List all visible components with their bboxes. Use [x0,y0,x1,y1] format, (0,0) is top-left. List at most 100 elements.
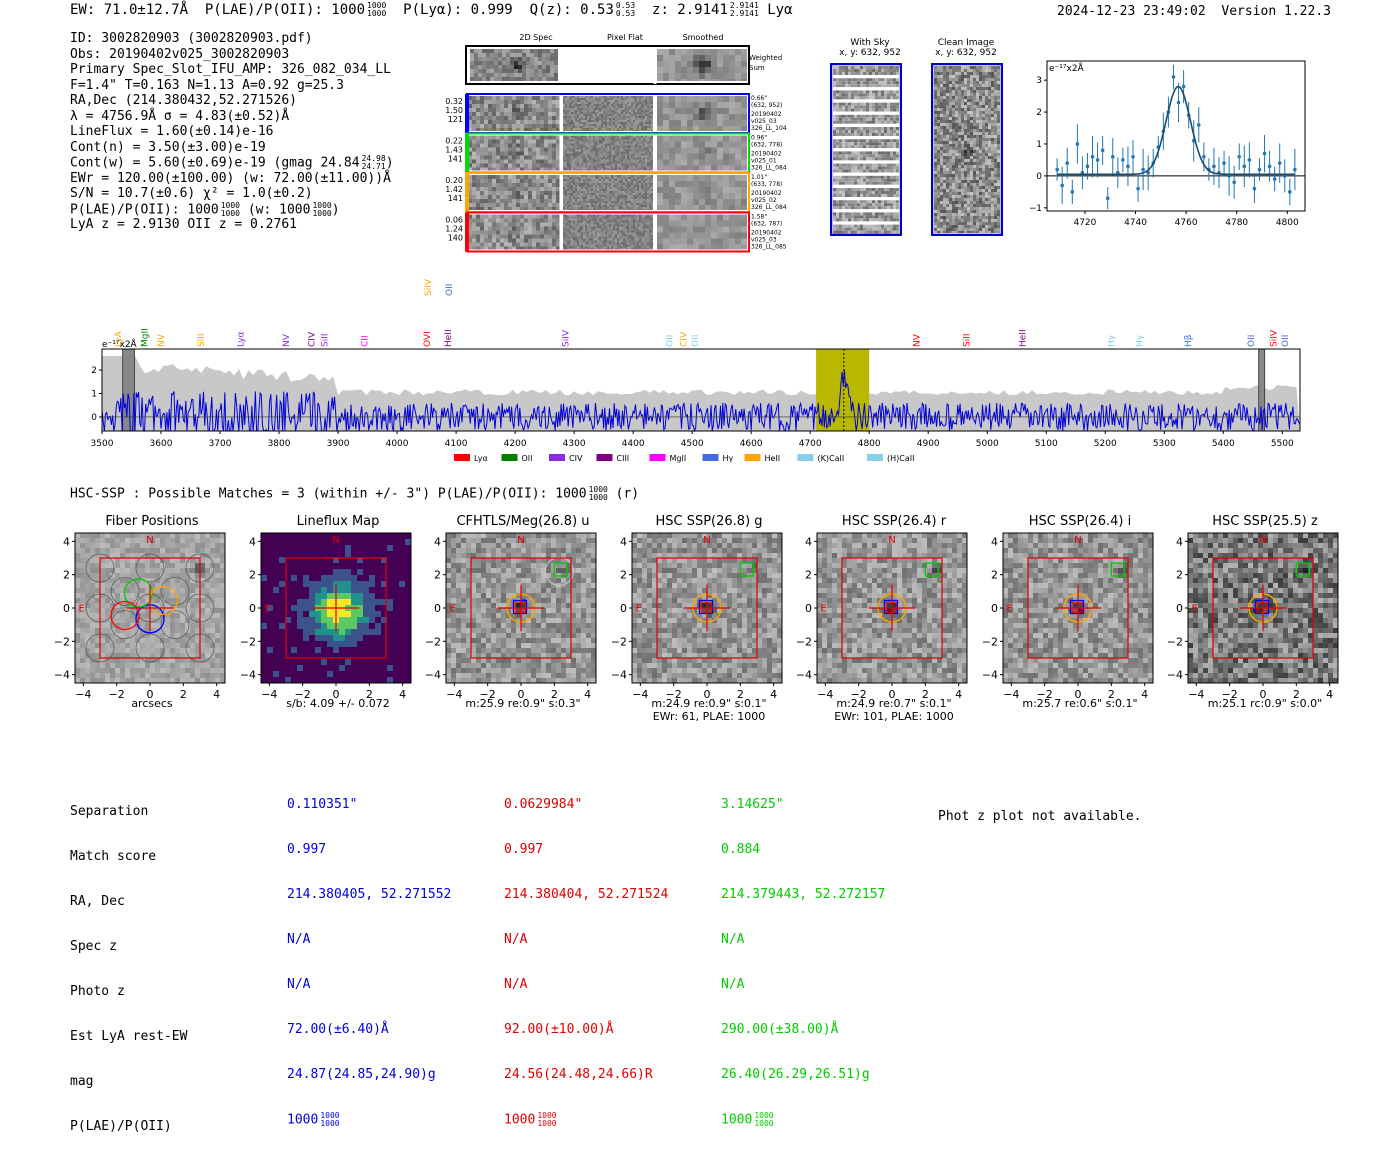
noise-pixel [609,130,611,131]
noise-pixel [875,72,878,75]
noise-pixel [577,217,579,219]
noise-pixel [498,49,502,53]
noise-pixel [548,187,552,191]
noise-pixel [599,215,601,217]
noise-pixel [563,243,565,245]
row-3-right-value: v025_03 [751,237,777,244]
noise-pixel [587,100,589,102]
noise-pixel [498,73,502,77]
noise-pixel [579,122,581,124]
noise-pixel [651,219,653,221]
noise-pixel [735,114,741,120]
noise-pixel [645,223,647,225]
noise-pixel [635,203,637,205]
noise-pixel [577,177,579,179]
noise-pixel [554,69,558,73]
noise-pixel [619,122,621,124]
noise-pixel [647,177,649,179]
noise-pixel [567,128,569,130]
noise-pixel [657,55,663,61]
noise-pixel [623,197,625,199]
noise-pixel [651,156,653,158]
noise-pixel [500,179,504,183]
noise-pixel [693,193,699,199]
noise-pixel [723,67,729,73]
noise-pixel [723,181,729,187]
noise-pixel [540,227,544,231]
noise-pixel [500,215,504,219]
noise-pixel [544,156,548,160]
noise-pixel [681,239,687,245]
noise-pixel [627,168,629,170]
noise-pixel [579,114,581,116]
noise-pixel [623,166,625,168]
noise-pixel [476,207,480,210]
noise-pixel [488,136,492,140]
noise-pixel [705,49,711,55]
noise-pixel [567,118,569,120]
noise-pixel [699,215,705,221]
noise-pixel [496,247,500,250]
noise-pixel [621,231,623,233]
noise-pixel [641,144,643,146]
noise-pixel [587,128,589,130]
noise-pixel [641,160,643,162]
noise-pixel [593,148,595,150]
noise-pixel [573,136,575,138]
noise-pixel [609,199,611,201]
noise-pixel [705,154,711,160]
noise-pixel [488,140,492,144]
with-sky-image [830,63,902,236]
noise-pixel [577,158,579,160]
noise-pixel [599,247,601,249]
noise-pixel [617,203,619,205]
noise-pixel [613,233,615,235]
noise-pixel [595,195,597,197]
noise-pixel [611,128,613,130]
noise-pixel [492,231,496,235]
noise-pixel [579,215,581,217]
noise-pixel [641,193,643,195]
noise-pixel [591,215,593,217]
noise-pixel [643,189,645,191]
noise-pixel [577,239,579,241]
noise-pixel [530,53,534,57]
noise-pixel [589,150,591,152]
noise-pixel [597,100,599,102]
noise-pixel [623,191,625,193]
noise-pixel [476,199,480,203]
noise-pixel [623,199,625,201]
noise-pixel [633,144,635,146]
noise-pixel [607,156,609,158]
noise-pixel [615,207,617,209]
noise-pixel [619,136,621,138]
noise-pixel [643,235,645,237]
noise-pixel [540,160,544,164]
noise-pixel [623,130,625,131]
noise-pixel [581,237,583,239]
noise-pixel [675,55,681,61]
noise-pixel [711,79,717,81]
noise-pixel [480,207,484,210]
noise-pixel [569,195,571,197]
noise-pixel [488,183,492,187]
noise-pixel [647,150,649,152]
noise-pixel [571,168,573,170]
noise-pixel [504,195,508,199]
noise-pixel [605,175,607,177]
noise-pixel [512,124,516,128]
noise-pixel [567,223,569,225]
noise-pixel [635,219,637,221]
noise-pixel [643,110,645,112]
noise-pixel [599,223,601,225]
noise-pixel [585,241,587,243]
noise-pixel [579,152,581,154]
noise-pixel [631,96,633,98]
noise-pixel [563,144,565,146]
noise-pixel [627,152,629,154]
noise-pixel [605,231,607,233]
noise-pixel [657,136,663,142]
noise-pixel [575,126,577,128]
noise-pixel [516,164,520,168]
noise-pixel [583,156,585,158]
